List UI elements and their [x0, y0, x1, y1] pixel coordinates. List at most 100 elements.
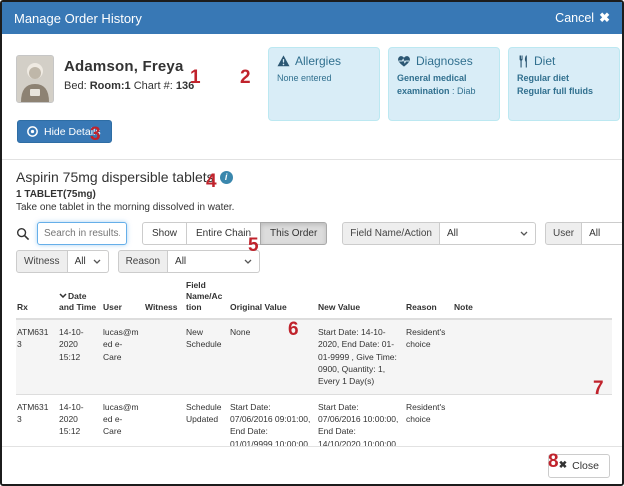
column-header-user: User: [102, 277, 144, 321]
cancel-x-icon: ✖: [599, 10, 610, 25]
cell-user: lucas@med e-Care: [103, 327, 139, 362]
allergies-title: Allergies: [295, 54, 342, 68]
diagnoses-rest: : Diab: [449, 85, 476, 96]
reason-filter: Reason All: [117, 250, 261, 273]
cell-note: [453, 319, 612, 394]
column-header-new-value: New Value: [317, 277, 405, 321]
patient-block: Adamson, Freya Bed: Room:1 Chart #: 136 …: [16, 47, 268, 143]
cell-date-time: 14-10-2020 15:12: [59, 327, 84, 362]
patient-summary-section: Adamson, Freya Bed: Room:1 Chart #: 136 …: [2, 34, 622, 154]
witness-selected-value: All: [74, 256, 86, 267]
cell-action: New Schedule: [186, 327, 222, 350]
annotation-8: 8: [548, 451, 559, 472]
cancel-label: Cancel: [555, 11, 595, 25]
cell-original-value: None: [230, 327, 251, 338]
diet-line-1: Regular diet: [517, 73, 570, 83]
close-button[interactable]: ✖ Close: [547, 453, 610, 478]
search-icon: [16, 227, 30, 240]
allergies-content: None entered: [277, 73, 332, 83]
patient-name: Adamson, Freya: [64, 58, 184, 75]
cancel-button[interactable]: Cancel ✖: [555, 10, 610, 26]
show-label: Show: [142, 222, 188, 245]
diagnoses-card[interactable]: Diagnoses General medical examination : …: [388, 47, 500, 121]
reason-selected-value: All: [175, 256, 187, 267]
diet-content: Regular diet Regular full fluids: [517, 72, 611, 97]
user-selected-value: All: [589, 228, 601, 239]
cell-new-value: Start Date: 14-10-2020, End Date: 01-01-…: [318, 327, 397, 387]
bed-value: Room:1: [89, 80, 131, 92]
chevron-down-icon: [244, 259, 252, 264]
filter-section: Show Entire Chain This Order Field Name/…: [2, 213, 622, 273]
annotation-7: 7: [593, 378, 604, 399]
witness-filter: Witness All: [16, 250, 118, 273]
annotation-2: 2: [240, 67, 251, 88]
search-input[interactable]: [37, 222, 127, 245]
warning-triangle-icon: [277, 55, 290, 67]
heartbeat-icon: [398, 56, 410, 67]
annotation-6: 6: [288, 319, 299, 340]
diet-card[interactable]: Diet Regular diet Regular full fluids: [508, 47, 620, 121]
sort-desc-icon: [59, 290, 67, 301]
fork-knife-icon: [519, 55, 527, 67]
witness-select[interactable]: All: [67, 250, 109, 273]
medication-section: Aspirin 75mg dispersible tablets i 1 TAB…: [2, 160, 622, 213]
field-name-selected-value: All: [446, 228, 459, 239]
info-icon[interactable]: i: [219, 170, 233, 184]
chevron-down-icon: [520, 231, 528, 236]
cell-reason: Resident's choice: [406, 327, 446, 350]
table-header-row: Rx Date and Time User Witness Field Name…: [16, 277, 612, 321]
cell-witness: [144, 319, 185, 394]
allergies-card[interactable]: Allergies None entered: [268, 47, 380, 121]
field-name-select[interactable]: All: [439, 222, 536, 245]
field-name-filter-label: Field Name/Action: [342, 222, 440, 245]
table-row: ATM6313 14-10-2020 15:12 lucas@med e-Car…: [16, 319, 612, 395]
hide-details-button[interactable]: Hide Details: [17, 120, 112, 143]
diagnoses-content: General medical examination : Diab: [397, 72, 491, 97]
chart-label: Chart #:: [133, 80, 173, 92]
this-order-button[interactable]: This Order: [260, 222, 328, 245]
diet-line-2: Regular full fluids: [517, 85, 594, 96]
column-header-date-time[interactable]: Date and Time: [58, 277, 102, 321]
annotation-4: 4: [206, 171, 217, 192]
diagnoses-bold: General medical examination: [397, 73, 467, 96]
show-toggle-group: Show Entire Chain This Order: [142, 222, 328, 245]
medication-instructions: Take one tablet in the morning dissolved…: [16, 202, 235, 213]
order-history-table: Rx Date and Time User Witness Field Name…: [16, 277, 612, 469]
modal-title: Manage Order History: [14, 10, 142, 26]
chevron-down-icon: [93, 259, 101, 264]
patient-meta: Bed: Room:1 Chart #: 136: [64, 80, 194, 92]
patient-photo-placeholder: [17, 56, 53, 102]
diet-title: Diet: [534, 54, 556, 68]
witness-filter-label: Witness: [16, 250, 68, 273]
hide-details-label: Hide Details: [44, 125, 101, 138]
bed-label: Bed:: [64, 80, 87, 92]
close-label: Close: [572, 459, 599, 472]
annotation-1: 1: [190, 67, 201, 88]
info-cards: Allergies None entered Diagnoses General…: [268, 47, 620, 121]
close-x-icon: ✖: [558, 460, 568, 471]
annotation-5: 5: [248, 235, 259, 256]
user-filter-label: User: [544, 222, 583, 245]
medication-title: Aspirin 75mg dispersible tablets: [16, 169, 214, 185]
user-select[interactable]: All: [582, 222, 622, 245]
column-header-note: Note: [453, 277, 612, 321]
reason-filter-label: Reason: [117, 250, 169, 273]
field-name-filter: Field Name/Action All: [342, 222, 545, 245]
column-header-rx: Rx: [16, 277, 58, 321]
modal-header: Manage Order History Cancel ✖: [2, 2, 622, 34]
reason-select[interactable]: All: [168, 250, 261, 273]
cell-rx: ATM6313: [17, 327, 49, 350]
user-filter: User All: [544, 222, 622, 245]
section-divider: [2, 159, 622, 160]
target-circle-icon: [27, 126, 38, 137]
column-header-reason: Reason: [405, 277, 453, 321]
column-header-original-value: Original Value: [229, 277, 317, 321]
medication-dose: 1 TABLET(75mg): [16, 189, 96, 200]
column-header-witness: Witness: [144, 277, 185, 321]
diagnoses-title: Diagnoses: [416, 54, 473, 68]
column-header-field-name-action: Field Name/Action: [185, 277, 229, 321]
annotation-3: 3: [90, 124, 101, 145]
modal-footer: ✖ Close: [2, 446, 622, 484]
chart-value: 136: [175, 80, 195, 92]
